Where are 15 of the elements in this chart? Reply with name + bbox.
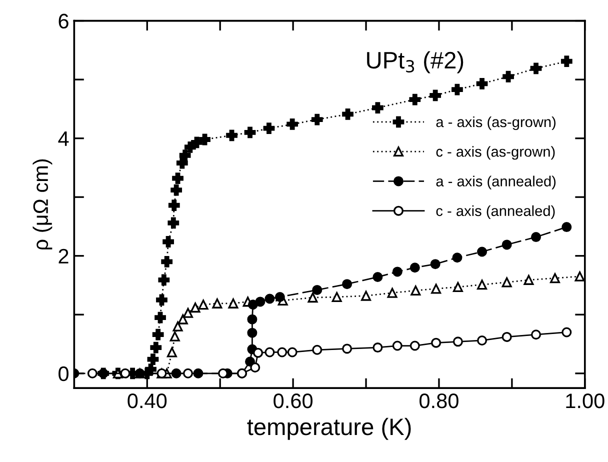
y-tick-label: 4 (58, 132, 69, 146)
legend-label: c - axis (as-grown) (436, 146, 555, 160)
y-tick-label: 2 (58, 248, 68, 264)
x-tick-label: 1.00 (566, 393, 604, 408)
legend-label: a - axis (annealed) (436, 176, 556, 190)
text: UPt$_{3}$ (#2) (367, 51, 464, 74)
legend-label: c - axis (annealed) (436, 205, 555, 219)
x-tick-label: 0.40 (128, 393, 167, 408)
x-tick-label: 0.80 (420, 393, 458, 408)
legend-label: a - axis (as-grown) (436, 116, 556, 130)
x-tick-label: 0.60 (274, 393, 313, 408)
y-tick-label: 0 (58, 366, 68, 382)
x-axis-title: temperature (K) (247, 418, 411, 440)
y-axis-title: ρ (μΩ cm) (32, 159, 52, 250)
y-tick-label: 6 (58, 14, 68, 29)
